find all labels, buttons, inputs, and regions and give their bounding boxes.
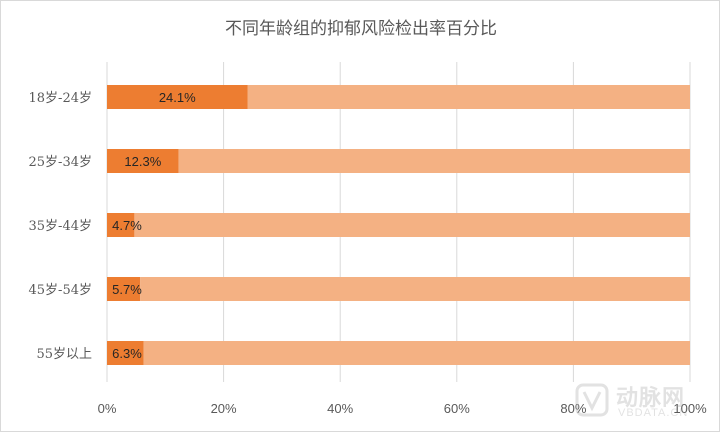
x-tick-label: 100% (673, 401, 707, 416)
bar-segment-detected (107, 341, 144, 365)
data-label: 6.3% (112, 346, 142, 361)
data-label: 5.7% (112, 282, 142, 297)
x-tick-label: 40% (327, 401, 353, 416)
watermark-logo-icon (575, 383, 609, 417)
category-label: 18岁-24岁 (29, 91, 92, 106)
data-labels: 24.1% 12.3% 4.7% 5.7% 6.3% (112, 90, 196, 361)
bars (107, 85, 691, 365)
watermark: 动脉网 VBDATA.CN (572, 380, 712, 424)
data-label: 4.7% (112, 218, 142, 233)
chart-title: 不同年龄组的抑郁风险检出率百分比 (225, 19, 497, 39)
bar-segment-detected (107, 85, 248, 109)
bar-segment-remainder (140, 277, 690, 301)
x-tick-label: 80% (560, 401, 586, 416)
data-label: 12.3% (124, 154, 161, 169)
category-label: 45岁-54岁 (29, 283, 92, 298)
x-tick-labels: 0% 20% 40% 60% 80% 100% (98, 401, 707, 416)
x-tick-label: 0% (98, 401, 117, 416)
bar-segment-remainder (143, 341, 690, 365)
bar-segment-detected (107, 213, 135, 237)
bar-segment-remainder (247, 85, 691, 109)
category-labels: 18岁-24岁 25岁-34岁 35岁-44岁 45岁-54岁 55岁以上 (29, 91, 92, 362)
bar-segment-detected (107, 277, 141, 301)
category-label: 35岁-44岁 (29, 219, 92, 234)
watermark-text: 动脉网 (616, 386, 686, 411)
category-label: 55岁以上 (36, 347, 92, 362)
data-label: 24.1% (159, 90, 196, 105)
x-tick-label: 60% (444, 401, 470, 416)
x-tick-label: 20% (211, 401, 237, 416)
bar-segment-remainder (178, 149, 691, 173)
watermark-subtext: VBDATA.CN (618, 407, 689, 419)
bar-segment-detected (107, 149, 179, 173)
bar-segment-remainder (134, 213, 690, 237)
category-label: 25岁-34岁 (29, 155, 92, 170)
